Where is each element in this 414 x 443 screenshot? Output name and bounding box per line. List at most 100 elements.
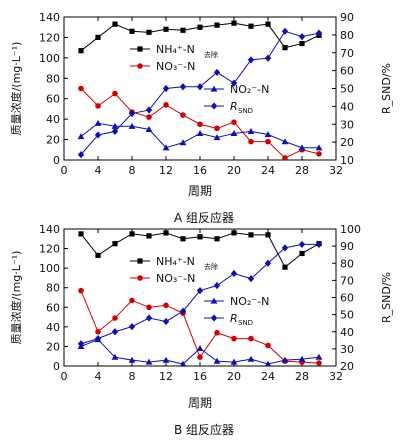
data-point-square bbox=[299, 250, 305, 257]
legend-marker-circle bbox=[137, 63, 143, 69]
x-tick-label: 32 bbox=[329, 164, 343, 177]
data-point-triangle bbox=[111, 353, 119, 360]
y-left-tick-label: 60 bbox=[46, 93, 60, 106]
data-point-circle bbox=[231, 119, 237, 126]
data-point-circle bbox=[265, 138, 271, 145]
data-point-circle bbox=[214, 125, 220, 132]
legend-subscript-removal: 去除 bbox=[204, 262, 218, 271]
y-right-tick-label: 20 bbox=[340, 136, 354, 149]
y-left-tick-label: 80 bbox=[46, 282, 60, 295]
legend-label-no3: NO₃⁻-N bbox=[156, 60, 195, 73]
data-point-diamond bbox=[247, 56, 255, 64]
data-point-diamond bbox=[230, 269, 238, 278]
data-point-diamond bbox=[213, 68, 221, 77]
data-point-circle bbox=[231, 335, 237, 342]
legend-marker-triangle bbox=[210, 85, 218, 92]
data-point-triangle bbox=[230, 130, 238, 137]
legend-label-nh4: NH₄⁺-N bbox=[156, 43, 195, 56]
data-point-diamond bbox=[264, 54, 272, 62]
data-point-circle bbox=[112, 315, 118, 321]
data-point-circle bbox=[146, 114, 152, 120]
x-tick-label: 12 bbox=[159, 164, 173, 177]
data-point-square bbox=[231, 230, 237, 236]
data-point-square bbox=[112, 241, 118, 247]
legend-marker-square bbox=[137, 46, 143, 52]
data-point-circle bbox=[78, 85, 84, 92]
data-point-diamond bbox=[94, 335, 102, 343]
data-point-triangle bbox=[179, 139, 187, 146]
data-point-square bbox=[78, 231, 84, 237]
data-point-diamond bbox=[196, 287, 204, 295]
y-left-tick-label: 40 bbox=[46, 113, 60, 126]
data-point-circle bbox=[316, 151, 322, 157]
legend-marker-triangle bbox=[210, 297, 218, 304]
y-right-axis-title: R_SND/% bbox=[380, 63, 393, 114]
data-point-circle bbox=[95, 328, 101, 335]
data-point-diamond bbox=[281, 27, 289, 35]
legend-marker-diamond bbox=[210, 102, 218, 110]
data-point-triangle bbox=[128, 356, 136, 363]
y-left-tick-label: 120 bbox=[39, 243, 60, 256]
y-left-tick-label: 120 bbox=[39, 31, 60, 44]
data-point-square bbox=[146, 233, 152, 239]
data-point-diamond bbox=[162, 317, 170, 326]
data-point-triangle bbox=[145, 125, 153, 132]
data-point-square bbox=[282, 45, 288, 51]
y-left-tick-label: 100 bbox=[39, 262, 60, 275]
y-right-tick-label: 40 bbox=[340, 100, 354, 113]
legend-subscript-snd: SND bbox=[238, 107, 253, 115]
y-right-tick-label: 70 bbox=[340, 47, 354, 60]
x-tick-label: 24 bbox=[261, 370, 275, 383]
x-tick-label: 4 bbox=[95, 164, 102, 177]
legend-label-no2: NO₂⁻-N bbox=[230, 295, 269, 308]
y-right-tick-label: 80 bbox=[340, 257, 354, 270]
x-tick-label: 8 bbox=[129, 164, 136, 177]
y-left-tick-label: 0 bbox=[53, 154, 60, 167]
y-left-tick-label: 80 bbox=[46, 72, 60, 85]
data-point-square bbox=[78, 48, 84, 54]
y-left-tick-label: 20 bbox=[46, 340, 60, 353]
data-point-square bbox=[180, 27, 186, 33]
y-left-axis-title: 质量浓度/(mg·L⁻¹) bbox=[9, 42, 23, 136]
legend-label-rsnd: R bbox=[230, 100, 238, 113]
x-tick-label: 8 bbox=[129, 370, 136, 383]
panel-caption: B 组反应器 bbox=[174, 422, 234, 437]
data-point-triangle bbox=[179, 360, 187, 367]
legend-subscript-snd: SND bbox=[238, 319, 253, 327]
data-point-diamond bbox=[145, 106, 153, 114]
y-right-tick-label: 60 bbox=[340, 292, 354, 305]
x-tick-label: 0 bbox=[61, 370, 68, 383]
data-point-triangle bbox=[298, 355, 306, 362]
data-point-square bbox=[197, 234, 203, 240]
y-right-tick-label: 90 bbox=[340, 11, 354, 24]
x-tick-label: 32 bbox=[329, 370, 343, 383]
y-left-tick-label: 20 bbox=[46, 134, 60, 147]
chart-panel-b: 0 4 8 12 16 20 24 28 32 0 20 40 60 80 100 120 140 20 30 40 5… bbox=[9, 223, 393, 437]
data-point-circle bbox=[78, 287, 84, 294]
x-axis-title: 周期 bbox=[188, 396, 212, 410]
data-point-triangle bbox=[247, 128, 255, 134]
y-left-tick-label: 40 bbox=[46, 321, 60, 334]
data-point-triangle bbox=[247, 355, 255, 362]
legend-marker-circle bbox=[137, 275, 143, 281]
legend-label-nh4: NH₄⁺-N bbox=[156, 255, 195, 268]
data-point-circle bbox=[248, 335, 254, 342]
data-point-triangle bbox=[281, 138, 289, 145]
data-point-diamond bbox=[179, 307, 187, 315]
data-point-diamond bbox=[145, 314, 153, 322]
data-point-square bbox=[163, 26, 169, 32]
y-right-tick-label: 70 bbox=[340, 274, 354, 287]
y-right-tick-label: 30 bbox=[340, 118, 354, 131]
data-point-circle bbox=[146, 304, 152, 311]
y-right-tick-label: 40 bbox=[340, 326, 354, 339]
x-tick-label: 28 bbox=[295, 370, 309, 383]
data-point-diamond bbox=[111, 127, 119, 135]
series-line-circle bbox=[80, 290, 320, 364]
data-point-diamond bbox=[111, 328, 119, 336]
data-point-square bbox=[214, 22, 220, 28]
x-tick-label: 28 bbox=[295, 164, 309, 177]
data-point-square bbox=[231, 20, 237, 26]
data-point-diamond bbox=[247, 275, 255, 283]
data-point-square bbox=[197, 24, 203, 30]
data-point-square bbox=[163, 230, 169, 236]
